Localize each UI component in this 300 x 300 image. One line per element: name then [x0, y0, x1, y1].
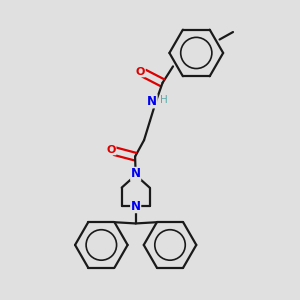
- Text: N: N: [131, 167, 141, 180]
- Text: N: N: [147, 95, 157, 108]
- Text: H: H: [160, 95, 168, 105]
- Text: N: N: [131, 200, 141, 213]
- Text: O: O: [106, 145, 116, 155]
- Text: O: O: [136, 67, 145, 77]
